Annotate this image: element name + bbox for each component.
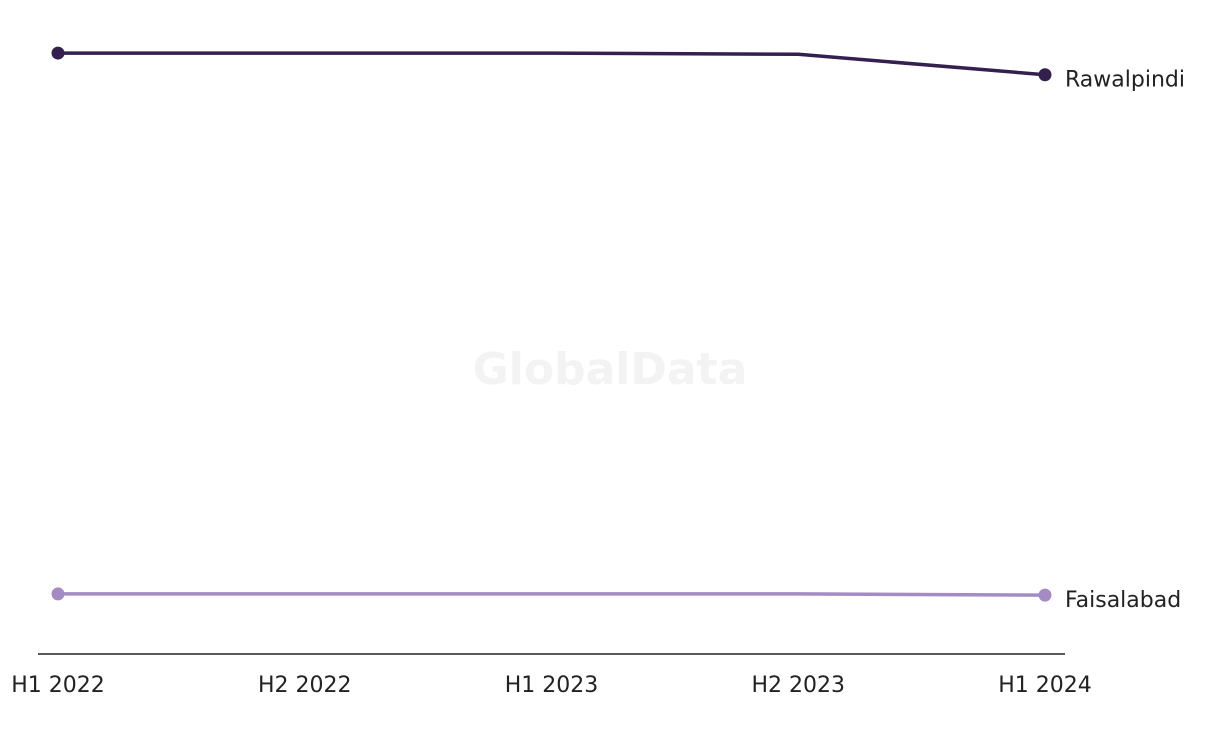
watermark: GlobalData [473, 344, 748, 395]
point-marker [51, 587, 65, 601]
point-marker [51, 46, 65, 60]
x-tick-label: H1 2023 [505, 673, 599, 698]
x-tick-label: H1 2022 [11, 673, 105, 698]
point-marker [1038, 68, 1052, 82]
x-tick-label: H2 2023 [751, 673, 845, 698]
point-marker [1038, 588, 1052, 602]
series-label: Rawalpindi [1065, 68, 1185, 93]
series-line [58, 51, 1046, 77]
series-label: Faisalabad [1065, 588, 1181, 613]
x-tick-label: H1 2024 [998, 673, 1092, 698]
x-tick-label: H2 2022 [258, 673, 352, 698]
series-line [58, 592, 1046, 597]
